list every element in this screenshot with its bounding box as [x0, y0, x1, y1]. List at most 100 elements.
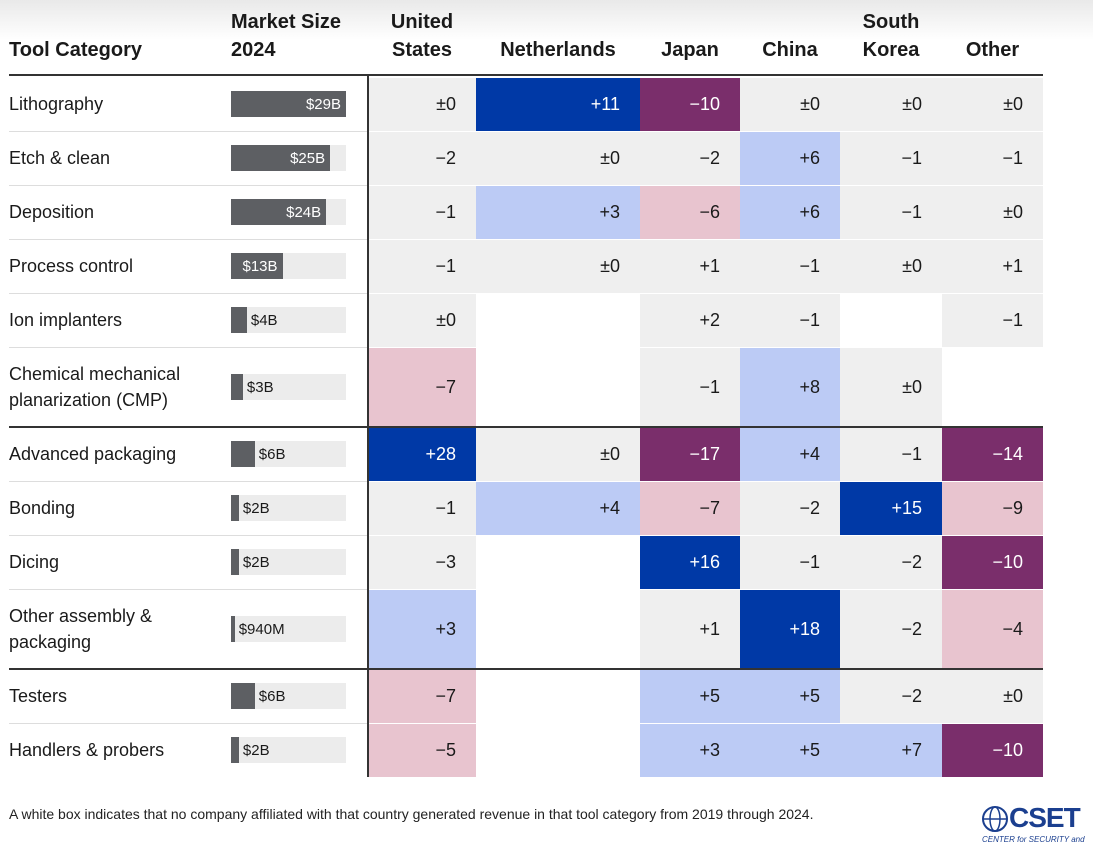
market-size-label: $25B — [290, 149, 326, 167]
tool-category: Handlers & probers — [9, 740, 165, 760]
header-divider — [9, 74, 1043, 76]
logo-text: CSET — [1009, 802, 1081, 833]
tool-category: Etch & clean — [9, 148, 111, 168]
change-cell: ±0 — [740, 77, 840, 131]
row-divider — [9, 239, 368, 240]
change-cell: +6 — [740, 131, 840, 185]
change-cell: +1 — [942, 239, 1043, 293]
market-size-label: $2B — [242, 499, 270, 517]
change-cell: −10 — [640, 77, 740, 131]
row-divider — [9, 481, 368, 482]
tool-category: Testers — [9, 686, 68, 706]
market-size-label: $24B — [286, 203, 322, 221]
change-cell: +2 — [640, 293, 740, 347]
change-cell: ±0 — [840, 239, 942, 293]
row-divider — [9, 347, 368, 348]
change-cell: −14 — [942, 427, 1043, 481]
tool-category: Bonding — [9, 498, 76, 518]
change-cell: +3 — [476, 185, 640, 239]
change-cell: +4 — [476, 481, 640, 535]
change-cell: ±0 — [476, 131, 640, 185]
change-cell: +3 — [640, 723, 740, 777]
change-cell: −2 — [840, 535, 942, 589]
change-cell: −10 — [942, 723, 1043, 777]
change-cell: +5 — [740, 723, 840, 777]
change-cell: −1 — [942, 131, 1043, 185]
change-cell: −2 — [368, 131, 476, 185]
market-size-label: $13B — [242, 257, 278, 275]
tool-category: Ion implanters — [9, 310, 123, 330]
change-cell: −1 — [840, 427, 942, 481]
change-cell: −1 — [840, 131, 942, 185]
market-size-label: $3B — [246, 378, 274, 396]
market-size-bar — [231, 441, 255, 467]
column-header: Netherlands — [500, 39, 616, 61]
market-size-bar — [231, 307, 247, 333]
bar-track — [231, 374, 346, 400]
change-cell: −9 — [942, 481, 1043, 535]
change-cell: +16 — [640, 535, 740, 589]
change-cell: −7 — [640, 481, 740, 535]
change-cell: −17 — [640, 427, 740, 481]
tool-category: Dicing — [9, 552, 60, 572]
column-header: Other — [965, 39, 1020, 61]
row-divider — [9, 131, 368, 132]
change-cell: ±0 — [476, 427, 640, 481]
logo: CSET CENTER for SECURITY and — [980, 800, 1090, 846]
change-cell: −4 — [942, 589, 1043, 669]
change-cell: −5 — [368, 723, 476, 777]
change-cell: −3 — [368, 535, 476, 589]
change-cell: −7 — [368, 669, 476, 723]
column-header: South Korea — [862, 11, 920, 61]
change-cell: −2 — [840, 669, 942, 723]
change-cell: +8 — [740, 347, 840, 427]
change-cell: −2 — [640, 131, 740, 185]
section-divider — [9, 426, 1043, 428]
market-size-bar — [231, 549, 239, 575]
market-size-bar — [231, 374, 243, 400]
bar-track — [231, 495, 346, 521]
bar-track — [231, 307, 346, 333]
change-cell: +11 — [476, 77, 640, 131]
change-cell: ±0 — [476, 239, 640, 293]
row-divider — [9, 589, 368, 590]
change-cell: +5 — [640, 669, 740, 723]
market-size-label: $6B — [258, 445, 286, 463]
tool-category: Other assembly & packaging — [9, 606, 153, 652]
change-cell: −2 — [740, 481, 840, 535]
change-cell: −7 — [368, 347, 476, 427]
row-divider — [9, 535, 368, 536]
change-cell: +28 — [368, 427, 476, 481]
change-cell: −1 — [740, 239, 840, 293]
market-size-label: $2B — [242, 741, 270, 759]
row-divider — [9, 293, 368, 294]
change-cell: −10 — [942, 535, 1043, 589]
vertical-divider — [367, 75, 369, 777]
change-cell: ±0 — [368, 293, 476, 347]
market-size-bar — [231, 737, 239, 763]
change-cell: ±0 — [942, 185, 1043, 239]
market-size-label: $940M — [238, 620, 285, 638]
change-cell: ±0 — [368, 77, 476, 131]
change-cell: −1 — [368, 185, 476, 239]
change-cell: ±0 — [840, 77, 942, 131]
logo-subtitle: CENTER for SECURITY and — [982, 835, 1085, 844]
tool-category: Advanced packaging — [9, 444, 177, 464]
market-size-label: $2B — [242, 553, 270, 571]
change-cell: +3 — [368, 589, 476, 669]
column-header: China — [762, 39, 818, 61]
change-cell: +4 — [740, 427, 840, 481]
change-cell: +7 — [840, 723, 942, 777]
change-cell: +5 — [740, 669, 840, 723]
market-size-label: $4B — [250, 311, 278, 329]
market-size-bar — [231, 495, 239, 521]
market-size-bar — [231, 145, 331, 171]
change-cell: ±0 — [942, 77, 1043, 131]
bar-track — [231, 737, 346, 763]
market-size-bar — [231, 616, 235, 642]
change-cell: +18 — [740, 589, 840, 669]
change-cell: +15 — [840, 481, 942, 535]
tool-category: Process control — [9, 256, 134, 276]
market-size-bar — [231, 199, 327, 225]
